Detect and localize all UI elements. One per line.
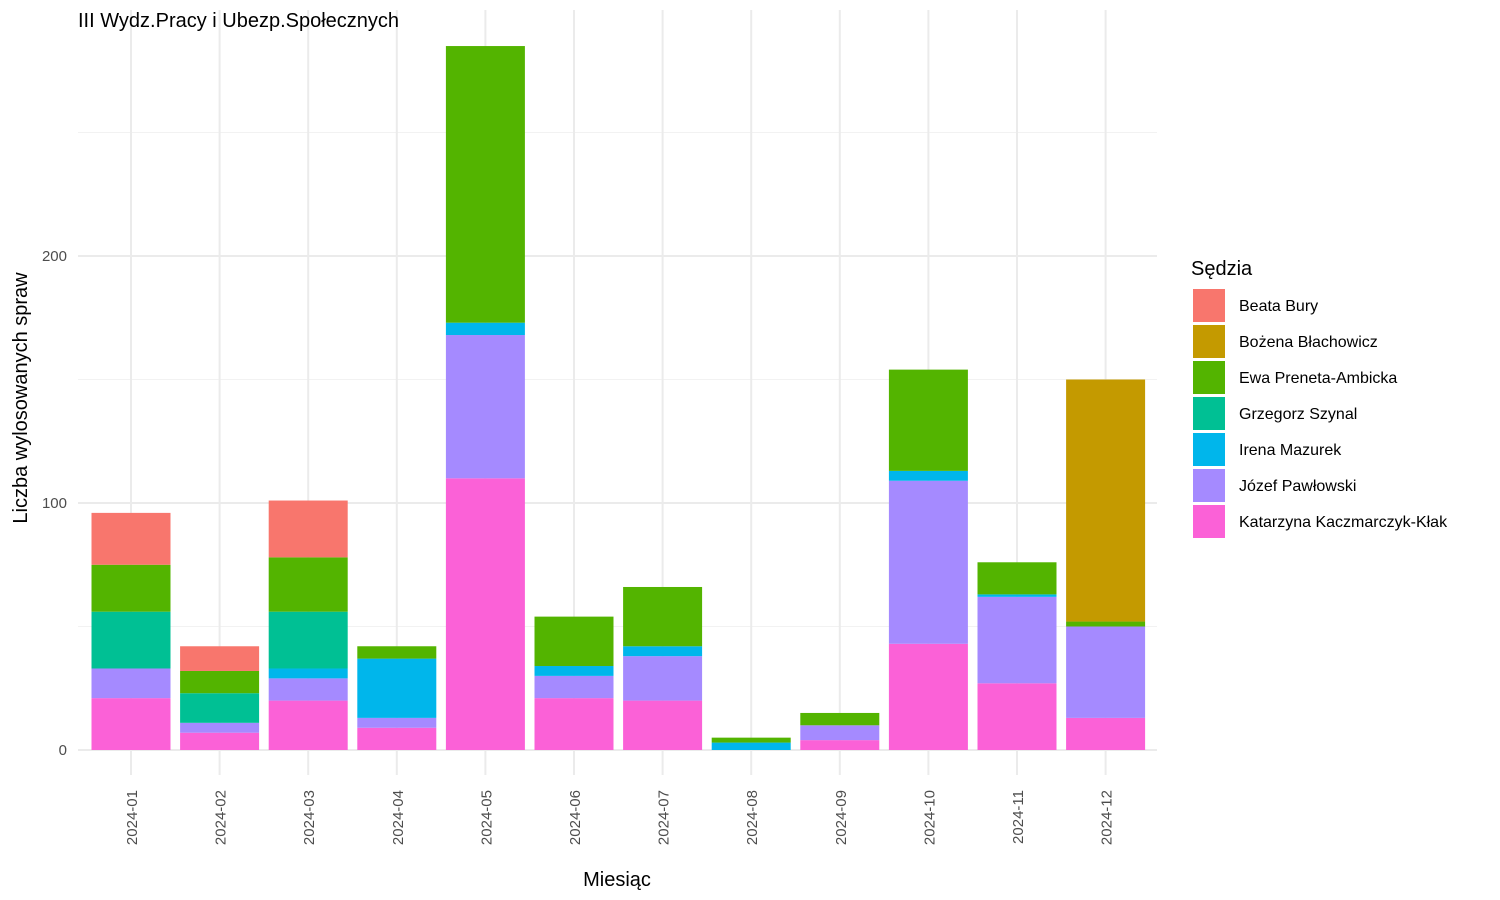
bar-segment bbox=[91, 564, 171, 612]
legend-title: Sędzia bbox=[1191, 258, 1253, 280]
bar-segment bbox=[1066, 621, 1146, 627]
bar-segment bbox=[888, 470, 968, 481]
bar-segment bbox=[623, 586, 703, 647]
bar-segment bbox=[180, 693, 260, 723]
legend: Sędzia Beata Bury Bożena Błachowicz Ewa Pr… bbox=[1191, 258, 1448, 538]
y-axis-ticks: 0 100 200 bbox=[42, 248, 67, 759]
bar-segment bbox=[445, 46, 525, 323]
legend-label: Józef Pawłowski bbox=[1239, 478, 1356, 495]
bar-segment bbox=[534, 666, 614, 676]
bar-segment bbox=[888, 480, 968, 644]
bar-segment bbox=[445, 322, 525, 336]
bar-segment bbox=[1066, 626, 1146, 718]
x-tick-label: 2024-06 bbox=[567, 790, 584, 845]
bar-segment bbox=[977, 594, 1057, 597]
legend-label: Ewa Preneta-Ambicka bbox=[1239, 370, 1397, 387]
x-axis-title: Miesiąc bbox=[583, 869, 651, 891]
x-tick-label: 2024-05 bbox=[478, 790, 495, 845]
bar-segment bbox=[180, 670, 260, 694]
x-tick-label: 2024-11 bbox=[1010, 790, 1027, 844]
x-tick-label: 2024-09 bbox=[833, 790, 850, 845]
bar-segment bbox=[1066, 379, 1146, 622]
bar-segment bbox=[180, 732, 260, 750]
bar-segment bbox=[357, 658, 437, 718]
bars bbox=[91, 46, 1146, 750]
legend-swatch bbox=[1193, 433, 1225, 466]
bar-segment bbox=[180, 646, 260, 671]
x-tick-label: 2024-12 bbox=[1099, 790, 1116, 845]
bar-segment bbox=[534, 698, 614, 750]
bar-segment bbox=[534, 675, 614, 699]
legend-label: Grzegorz Szynal bbox=[1239, 406, 1357, 423]
legend-label: Beata Bury bbox=[1239, 298, 1318, 315]
x-tick-label: 2024-08 bbox=[744, 790, 761, 845]
bar-segment bbox=[977, 562, 1057, 595]
bar-segment bbox=[268, 611, 348, 669]
legend-swatch bbox=[1193, 469, 1225, 502]
bar-segment bbox=[357, 717, 437, 728]
bar-segment bbox=[91, 512, 171, 565]
legend-swatch bbox=[1193, 361, 1225, 394]
bar-segment bbox=[623, 646, 703, 657]
y-tick-label: 100 bbox=[42, 495, 67, 512]
x-tick-label: 2024-04 bbox=[390, 790, 407, 845]
bar-segment bbox=[445, 478, 525, 750]
bar-segment bbox=[534, 616, 614, 667]
x-tick-label: 2024-10 bbox=[921, 790, 938, 845]
y-tick-label: 0 bbox=[59, 742, 67, 759]
x-axis-ticks: 2024-01 2024-02 2024-03 2024-04 2024-05 2024-… bbox=[124, 790, 1116, 845]
y-axis-title: Liczba wylosowanych spraw bbox=[10, 272, 32, 524]
bar-segment bbox=[180, 722, 260, 733]
legend-label: Bożena Błachowicz bbox=[1239, 334, 1378, 351]
x-tick-label: 2024-07 bbox=[656, 790, 673, 845]
bar-segment bbox=[268, 557, 348, 612]
x-tick-label: 2024-01 bbox=[124, 790, 141, 845]
y-tick-label: 200 bbox=[42, 248, 67, 265]
bar-segment bbox=[357, 727, 437, 750]
bar-segment bbox=[711, 742, 791, 750]
legend-swatch bbox=[1193, 289, 1225, 322]
bar-segment bbox=[268, 678, 348, 701]
bar-segment bbox=[357, 646, 437, 659]
bar-segment bbox=[800, 712, 880, 726]
bar-segment bbox=[800, 740, 880, 750]
bar-segment bbox=[800, 725, 880, 741]
bar-segment bbox=[711, 737, 791, 743]
bar-segment bbox=[623, 656, 703, 701]
bar-segment bbox=[91, 611, 171, 669]
bar-segment bbox=[888, 643, 968, 750]
legend-label: Katarzyna Kaczmarczyk-Kłak bbox=[1239, 514, 1448, 531]
bar-segment bbox=[91, 668, 171, 699]
legend-swatch bbox=[1193, 397, 1225, 430]
bar-segment bbox=[623, 700, 703, 750]
bar-segment bbox=[91, 698, 171, 750]
bar-segment bbox=[268, 668, 348, 679]
bar-segment bbox=[1066, 717, 1146, 750]
bar-segment bbox=[268, 700, 348, 750]
x-tick-label: 2024-02 bbox=[213, 790, 230, 845]
bar-segment bbox=[977, 596, 1057, 684]
chart-title: III Wydz.Pracy i Ubezp.Społecznych bbox=[78, 10, 399, 32]
legend-swatch bbox=[1193, 325, 1225, 358]
bar-segment bbox=[888, 369, 968, 471]
bar-segment bbox=[977, 683, 1057, 750]
bar-segment bbox=[268, 500, 348, 558]
legend-label: Irena Mazurek bbox=[1239, 442, 1342, 459]
bar-segment bbox=[445, 335, 525, 479]
legend-swatch bbox=[1193, 505, 1225, 538]
x-tick-label: 2024-03 bbox=[301, 790, 318, 845]
